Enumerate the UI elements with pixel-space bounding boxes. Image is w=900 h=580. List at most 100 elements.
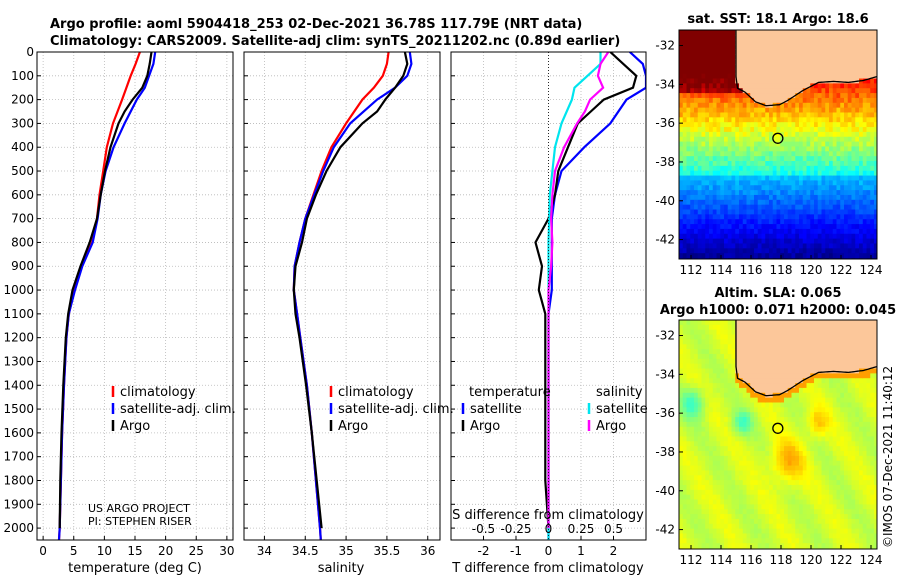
map-cell [724,451,729,457]
map-cell [757,455,763,462]
map-cell [686,39,691,46]
map-x-tick-label: 124 [860,263,883,277]
map-cell [840,436,845,442]
map-cell [862,39,868,46]
map-cell [784,170,789,177]
map-cell [795,224,800,230]
map-cell [814,59,819,65]
map-cell [682,475,688,481]
map-cell [840,455,845,462]
map-cell [694,199,699,206]
map-cell [780,224,785,230]
map-cell [859,141,864,148]
map-cell [765,451,770,457]
map-cell [679,199,684,206]
map-cell [746,465,751,471]
map-cell [682,190,688,196]
map-cell [866,156,871,162]
map-cell [739,175,744,181]
map-cell [810,324,815,331]
map-cell [832,194,838,201]
map-cell [769,243,774,249]
map-cell [784,146,789,152]
map-cell [829,334,834,341]
map-cell [832,233,838,240]
map-cell [754,107,759,114]
map-cell [855,194,860,201]
map-cell [761,397,766,404]
map-cell [844,402,849,408]
map-cell [859,54,864,60]
map-cell [769,518,774,525]
map-cell [806,146,811,152]
map-cell [791,63,796,70]
map-cell [784,489,789,496]
map-cell [787,460,793,467]
map-cell [814,320,819,326]
map-cell [814,446,819,452]
map-cell [765,141,770,148]
map-cell [765,475,770,481]
map-cell [810,441,815,447]
map-cell [757,54,763,60]
map-cell [712,68,718,75]
map-cell [709,34,714,41]
map-cell [712,156,718,162]
map-cell [840,397,845,404]
map-cell [754,156,759,162]
map-cell [765,480,770,486]
map-cell [836,533,841,539]
map-cell [690,407,695,413]
map-cell [735,131,740,138]
map-cell [735,494,740,501]
map-cell [694,504,699,510]
map-cell [712,146,718,152]
map-cell [772,431,778,438]
map-cell [821,383,826,389]
map-cell [776,156,781,162]
map-cell [701,358,706,365]
map-cell [739,34,744,41]
map-cell [679,156,684,162]
map-cell [761,446,766,452]
map-cell [746,494,751,501]
map-cell [855,122,860,128]
map-cell [724,224,729,230]
map-cell [817,49,823,55]
map-cell [727,233,733,240]
map-cell [840,320,845,326]
map-cell [765,78,770,84]
map-cell [836,97,841,104]
map-cell [742,78,748,84]
map-cell [836,44,841,51]
map-cell [806,509,811,515]
map-cell [799,136,804,143]
map-cell [836,107,841,114]
map-cell [705,518,710,525]
map-cell [686,475,691,481]
map-cell [686,441,691,447]
map-cell [686,180,691,186]
map-cell [731,373,736,379]
map-cell [712,185,718,191]
map-cell [799,44,804,51]
map-cell [802,185,808,191]
map-cell [784,417,789,423]
map-cell [862,73,868,80]
sla-map [679,320,877,549]
map-cell [750,224,755,230]
map-cell [772,538,778,544]
map-cell [750,412,755,418]
map-cell [769,194,774,201]
map-cell [712,446,718,452]
map-cell [814,141,819,148]
map-cell [750,475,755,481]
map-cell [787,68,793,75]
map-y-tick-label: -40 [655,194,675,208]
map-cell [836,421,841,428]
map-cell [784,54,789,60]
map-cell [686,146,691,152]
map-cell [840,248,845,254]
map-cell [862,185,868,191]
map-cell [720,455,725,462]
